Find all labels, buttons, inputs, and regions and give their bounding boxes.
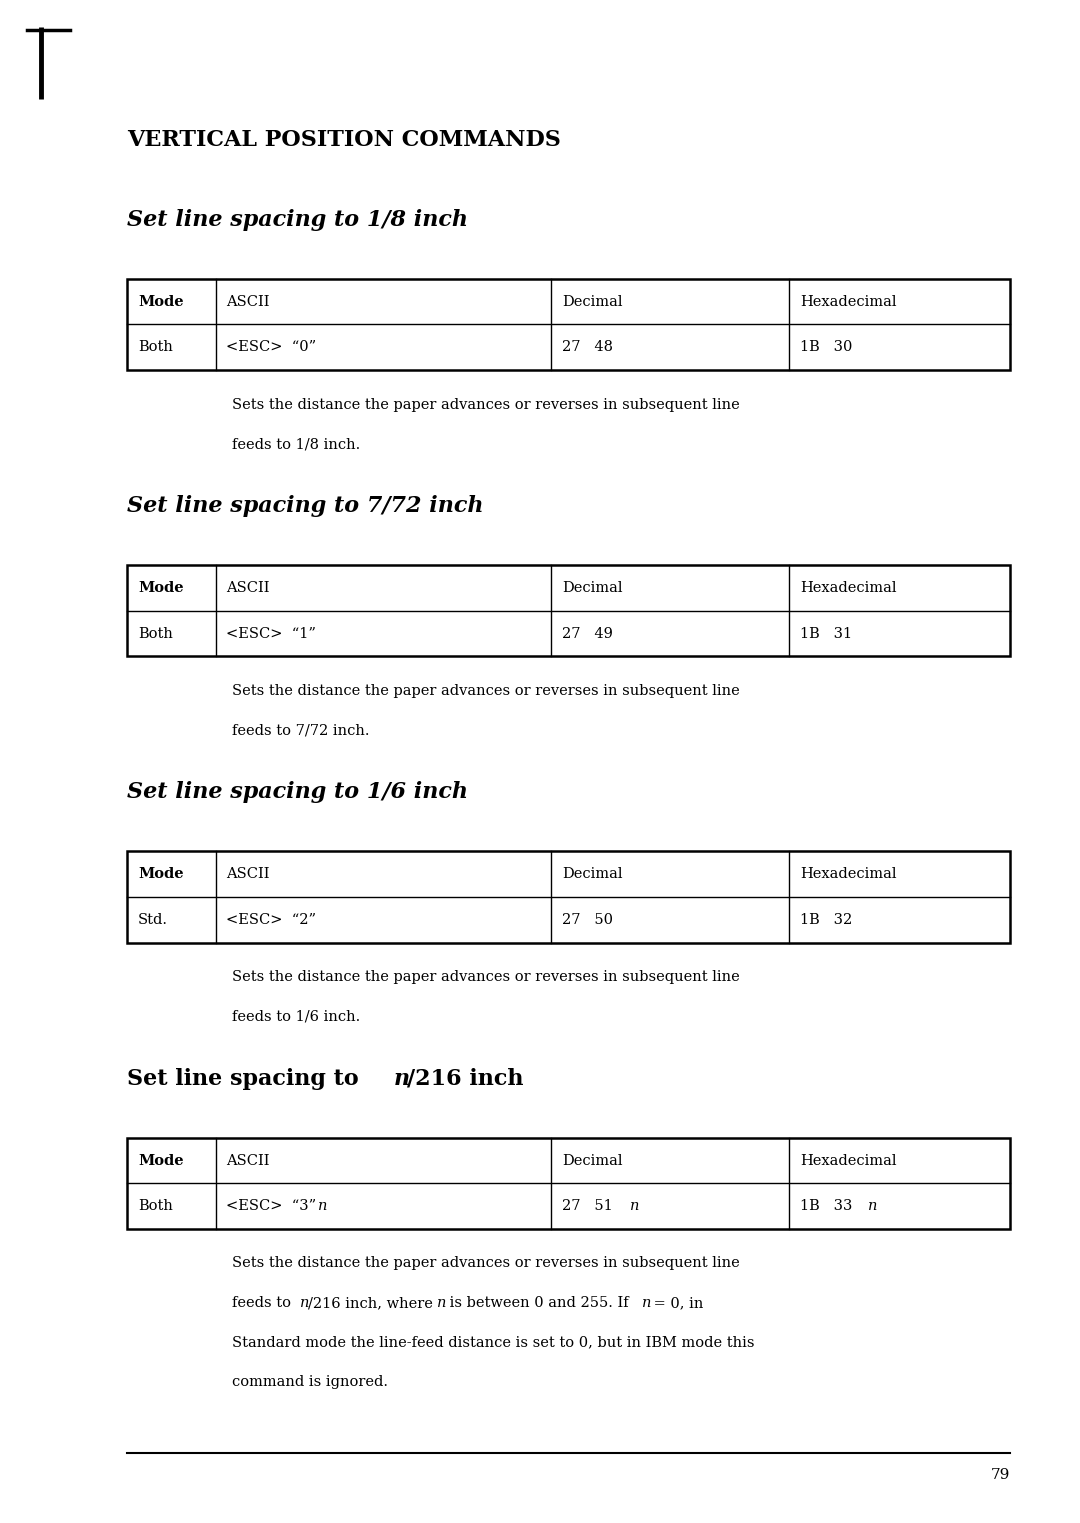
Text: Mode: Mode (138, 580, 184, 595)
Text: Hexadecimal: Hexadecimal (800, 867, 896, 882)
Text: Both: Both (138, 626, 173, 641)
Text: <ESC>  “2”: <ESC> “2” (227, 912, 316, 928)
Text: 1B   30: 1B 30 (800, 340, 852, 355)
Text: /216 inch, where: /216 inch, where (308, 1296, 437, 1310)
Text: 27   49: 27 49 (562, 626, 612, 641)
Text: n: n (868, 1199, 878, 1214)
Text: Std.: Std. (138, 912, 168, 928)
Text: feeds to 7/72 inch.: feeds to 7/72 inch. (232, 723, 369, 737)
Text: Sets the distance the paper advances or reverses in subsequent line: Sets the distance the paper advances or … (232, 1256, 740, 1270)
Text: Decimal: Decimal (562, 1153, 622, 1168)
Text: Hexadecimal: Hexadecimal (800, 294, 896, 309)
Text: Set line spacing to 7/72 inch: Set line spacing to 7/72 inch (127, 495, 484, 516)
Bar (127, 851, 1010, 943)
Text: 27   48: 27 48 (562, 340, 612, 355)
Text: Mode: Mode (138, 1153, 184, 1168)
Text: feeds to 1/6 inch.: feeds to 1/6 inch. (232, 1010, 361, 1023)
Text: <ESC>  “1”: <ESC> “1” (227, 626, 316, 641)
Text: feeds to 1/8 inch.: feeds to 1/8 inch. (232, 437, 361, 451)
Text: Mode: Mode (138, 867, 184, 882)
Text: n: n (394, 1068, 410, 1089)
Text: Mode: Mode (138, 294, 184, 309)
Text: Hexadecimal: Hexadecimal (800, 1153, 896, 1168)
Text: /216 inch: /216 inch (407, 1068, 524, 1089)
Text: 27   51: 27 51 (562, 1199, 622, 1214)
Text: n: n (318, 1199, 327, 1214)
Text: Sets the distance the paper advances or reverses in subsequent line: Sets the distance the paper advances or … (232, 970, 740, 984)
Bar (127, 279, 1010, 370)
Text: Hexadecimal: Hexadecimal (800, 580, 896, 595)
Bar (127, 565, 1010, 656)
Text: Sets the distance the paper advances or reverses in subsequent line: Sets the distance the paper advances or … (232, 684, 740, 698)
Text: 27   50: 27 50 (562, 912, 612, 928)
Text: ASCII: ASCII (227, 580, 270, 595)
Text: is between 0 and 255. If: is between 0 and 255. If (445, 1296, 633, 1310)
Text: Set line spacing to 1/8 inch: Set line spacing to 1/8 inch (127, 209, 469, 230)
Text: Sets the distance the paper advances or reverses in subsequent line: Sets the distance the paper advances or … (232, 398, 740, 411)
Text: Decimal: Decimal (562, 867, 622, 882)
Text: 79: 79 (990, 1468, 1010, 1482)
Text: Both: Both (138, 1199, 173, 1214)
Text: Set line spacing to 1/6 inch: Set line spacing to 1/6 inch (127, 781, 469, 803)
Bar (127, 1138, 1010, 1229)
Text: Standard mode the line-feed distance is set to 0, but in IBM mode this: Standard mode the line-feed distance is … (232, 1336, 755, 1349)
Text: <ESC>  “0”: <ESC> “0” (227, 340, 316, 355)
Text: 1B   31: 1B 31 (800, 626, 852, 641)
Text: ASCII: ASCII (227, 294, 270, 309)
Text: 1B   33: 1B 33 (800, 1199, 862, 1214)
Text: feeds to: feeds to (232, 1296, 296, 1310)
Text: Set line spacing to: Set line spacing to (127, 1068, 367, 1089)
Text: Decimal: Decimal (562, 580, 622, 595)
Text: = 0, in: = 0, in (649, 1296, 704, 1310)
Text: ASCII: ASCII (227, 867, 270, 882)
Text: n: n (437, 1296, 446, 1310)
Text: Both: Both (138, 340, 173, 355)
Text: n: n (300, 1296, 310, 1310)
Text: ASCII: ASCII (227, 1153, 270, 1168)
Text: Decimal: Decimal (562, 294, 622, 309)
Text: VERTICAL POSITION COMMANDS: VERTICAL POSITION COMMANDS (127, 129, 562, 151)
Text: n: n (630, 1199, 639, 1214)
Text: 1B   32: 1B 32 (800, 912, 852, 928)
Text: <ESC>  “3”: <ESC> “3” (227, 1199, 326, 1214)
Text: command is ignored.: command is ignored. (232, 1375, 388, 1389)
Text: n: n (642, 1296, 651, 1310)
